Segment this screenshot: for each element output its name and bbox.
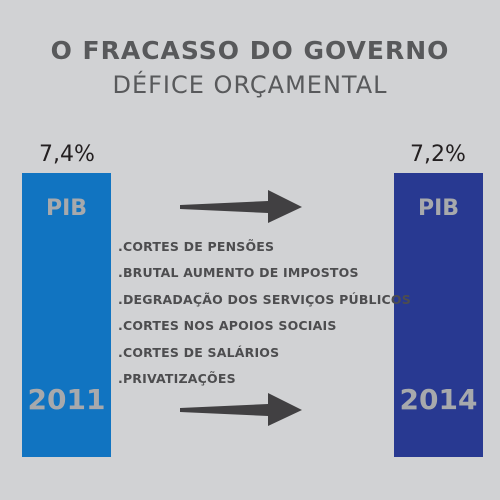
arrow-shape <box>180 393 302 426</box>
page-subtitle: DÉFICE ORÇAMENTAL <box>112 71 388 99</box>
page-title: O FRACASSO DO GOVERNO <box>50 36 450 65</box>
bar-2011-pib-label: PIB <box>45 196 88 221</box>
bar-2014-year: 2014 <box>399 383 478 416</box>
arrow-right-icon <box>180 393 302 426</box>
measures-list: .CORTES DE PENSÕES .BRUTAL AUMENTO DE IM… <box>118 234 411 392</box>
list-item: .DEGRADAÇÃO DOS SERVIÇOS PÚBLICOS <box>118 291 411 307</box>
right-value: 7,2% <box>410 142 466 167</box>
list-item: .CORTES DE PENSÕES <box>118 239 275 254</box>
arrow-shape <box>180 190 302 223</box>
bar-2014: PIB 2014 <box>394 173 483 457</box>
list-item: .CORTES DE SALÁRIOS <box>118 344 280 360</box>
list-item: .BRUTAL AUMENTO DE IMPOSTOS <box>118 265 359 281</box>
bar-2014-pib-label: PIB <box>417 196 460 221</box>
list-item: .PRIVATIZAÇÕES <box>118 371 236 387</box>
left-value: 7,4% <box>39 142 95 167</box>
bar-2011: PIB 2011 <box>22 173 111 457</box>
list-item: .CORTES NOS APOIOS SOCIAIS <box>118 318 337 334</box>
bar-2011-year: 2011 <box>27 383 106 416</box>
arrow-right-icon <box>180 190 302 223</box>
